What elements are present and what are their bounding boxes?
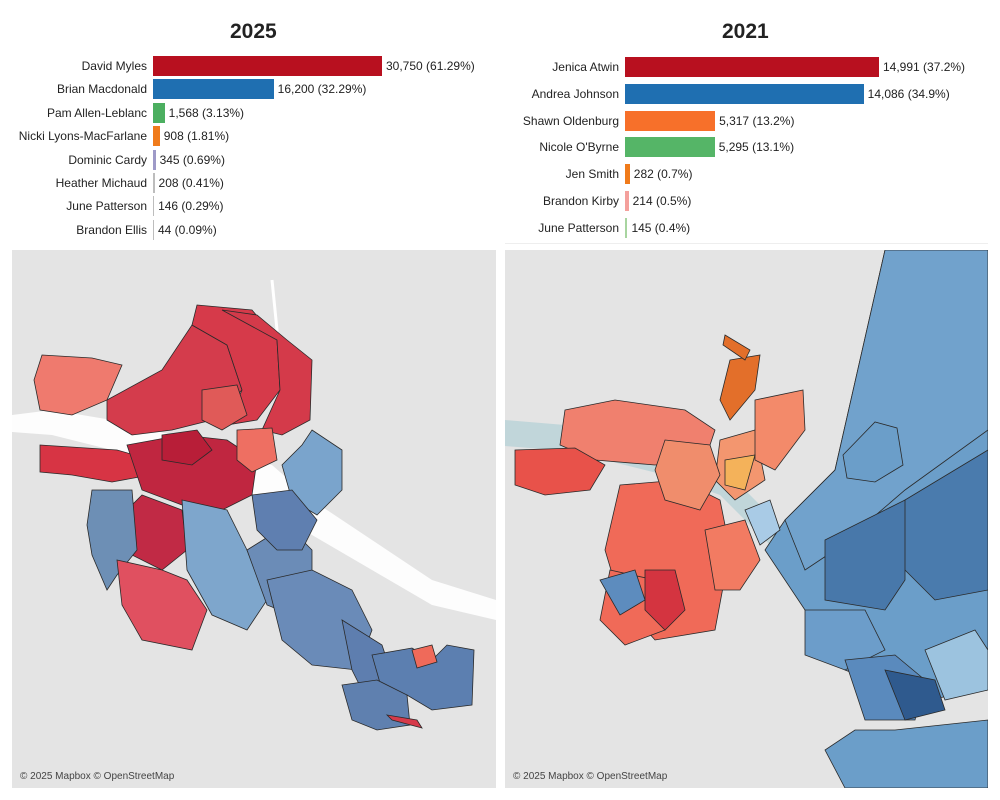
district[interactable] <box>744 499 781 546</box>
candidate-row[interactable]: June Patterson 145 (0.4%) <box>538 217 691 238</box>
candidate-row[interactable]: Jenica Atwin 14,991 (37.2%) <box>552 57 966 77</box>
candidate-row[interactable]: Brandon Kirby 214 (0.5%) <box>543 191 692 211</box>
vote-bar[interactable] <box>625 83 864 104</box>
vote-label: 908 (1.81%) <box>163 129 230 144</box>
vote-bar[interactable] <box>153 196 155 217</box>
district[interactable] <box>599 569 646 616</box>
vote-label: 208 (0.41%) <box>158 176 224 190</box>
vote-label: 14,086 (34.9%) <box>867 86 950 101</box>
divider <box>505 243 988 244</box>
vote-label: 16,200 (32.29%) <box>277 82 367 97</box>
district[interactable] <box>724 454 756 491</box>
vote-label: 282 (0.7%) <box>633 167 693 182</box>
district[interactable] <box>884 669 946 721</box>
candidate-row[interactable]: Nicole O'Byrne 5,295 (13.1%) <box>539 137 795 158</box>
vote-bar[interactable] <box>625 110 716 131</box>
candidate-name: June Patterson <box>66 199 147 214</box>
vote-bar[interactable] <box>625 57 879 77</box>
district[interactable] <box>704 519 761 591</box>
vote-bar[interactable] <box>153 149 156 170</box>
district[interactable] <box>644 569 686 631</box>
candidate-name: Nicole O'Byrne <box>539 140 619 155</box>
district[interactable] <box>719 354 761 421</box>
vote-label: 14,991 (37.2%) <box>883 60 966 74</box>
electoral-districts <box>33 304 475 731</box>
vote-label: 145 (0.4%) <box>631 220 691 235</box>
vote-label: 146 (0.29%) <box>158 199 224 214</box>
vote-label: 5,317 (13.2%) <box>719 113 795 128</box>
vote-bar[interactable] <box>625 164 630 185</box>
candidate-row[interactable]: Jen Smith 282 (0.7%) <box>566 164 693 185</box>
candidate-name: June Patterson <box>538 220 619 235</box>
district[interactable] <box>251 489 318 551</box>
district[interactable] <box>824 719 988 788</box>
candidate-row[interactable]: David Myles 30,750 (61.29%) <box>82 56 475 76</box>
district[interactable] <box>784 250 988 571</box>
vote-label: 5,295 (13.1%) <box>718 140 795 155</box>
vote-bar[interactable] <box>625 137 715 158</box>
district[interactable] <box>181 499 268 631</box>
map-2025[interactable]: © 2025 Mapbox © OpenStreetMap <box>12 250 496 788</box>
vote-bar[interactable] <box>153 126 160 147</box>
vote-bar[interactable] <box>625 191 629 211</box>
map-attribution[interactable]: © 2025 Mapbox © OpenStreetMap <box>20 771 175 782</box>
district[interactable] <box>411 644 438 669</box>
district[interactable] <box>201 384 248 431</box>
district[interactable] <box>236 427 278 473</box>
vote-bar[interactable] <box>153 102 165 123</box>
district[interactable] <box>842 421 904 483</box>
candidate-name: Dominic Cardy <box>68 152 147 167</box>
map-2025-canvas[interactable] <box>12 250 496 788</box>
vote-label: 44 (0.09%) <box>158 222 217 237</box>
candidate-name: Brandon Kirby <box>542 194 619 208</box>
district[interactable] <box>385 714 423 729</box>
district[interactable] <box>161 429 213 466</box>
candidate-name: Shawn Oldenburg <box>522 113 619 128</box>
vote-label: 345 (0.69%) <box>159 152 225 167</box>
river <box>12 410 496 620</box>
district[interactable] <box>824 499 906 611</box>
candidate-row[interactable]: Dominic Cardy 345 (0.69%) <box>68 149 225 170</box>
candidate-name: Nicki Lyons-MacFarlane <box>18 129 147 144</box>
candidate-row[interactable]: Nicki Lyons-MacFarlane 908 (1.81%) <box>19 126 230 147</box>
candidate-row[interactable]: Andrea Johnson 14,086 (34.9%) <box>532 83 950 104</box>
candidate-row[interactable]: June Patterson 146 (0.29%) <box>66 196 224 217</box>
district[interactable] <box>514 447 606 496</box>
candidate-name: Heather Michaud <box>55 176 147 190</box>
map-attribution[interactable]: © 2025 Mapbox © OpenStreetMap <box>513 771 668 782</box>
candidate-name: Andrea Johnson <box>531 86 619 101</box>
vote-bar[interactable] <box>153 79 274 100</box>
candidate-row[interactable]: Brandon Ellis 44 (0.09%) <box>76 219 217 240</box>
vote-label: 30,750 (61.29%) <box>386 59 475 73</box>
candidate-row[interactable]: Shawn Oldenburg 5,317 (13.2%) <box>523 110 795 131</box>
district[interactable] <box>116 559 208 651</box>
district[interactable] <box>654 439 721 511</box>
chart-title-2021: 2021 <box>722 20 769 43</box>
vote-bar[interactable] <box>625 217 628 238</box>
vote-label: 1,568 (3.13%) <box>168 105 245 120</box>
candidate-name: David Myles <box>81 59 147 73</box>
map-2021[interactable]: © 2025 Mapbox © OpenStreetMap <box>505 250 988 788</box>
vote-bar[interactable] <box>153 173 155 193</box>
candidate-name: Jenica Atwin <box>552 60 619 74</box>
vote-label: 214 (0.5%) <box>632 194 692 208</box>
electoral-districts <box>514 250 988 788</box>
vote-bar[interactable] <box>153 56 382 76</box>
district[interactable] <box>924 629 988 701</box>
district[interactable] <box>722 334 751 361</box>
candidate-row[interactable]: Heather Michaud 208 (0.41%) <box>56 173 224 193</box>
candidate-name: Brandon Ellis <box>76 222 147 237</box>
map-2021-canvas[interactable] <box>505 250 988 788</box>
district[interactable] <box>33 354 123 416</box>
candidate-row[interactable]: Brian Macdonald 16,200 (32.29%) <box>57 79 367 100</box>
candidate-name: Brian Macdonald <box>56 82 147 97</box>
candidate-name: Pam Allen-Leblanc <box>46 105 147 120</box>
district[interactable] <box>39 444 153 483</box>
district[interactable] <box>754 389 806 471</box>
candidate-row[interactable]: Pam Allen-Leblanc 1,568 (3.13%) <box>47 102 245 123</box>
vote-bar[interactable] <box>153 219 154 240</box>
district[interactable] <box>221 309 313 436</box>
chart-title-2025: 2025 <box>230 20 277 43</box>
candidate-name: Jen Smith <box>565 167 619 182</box>
